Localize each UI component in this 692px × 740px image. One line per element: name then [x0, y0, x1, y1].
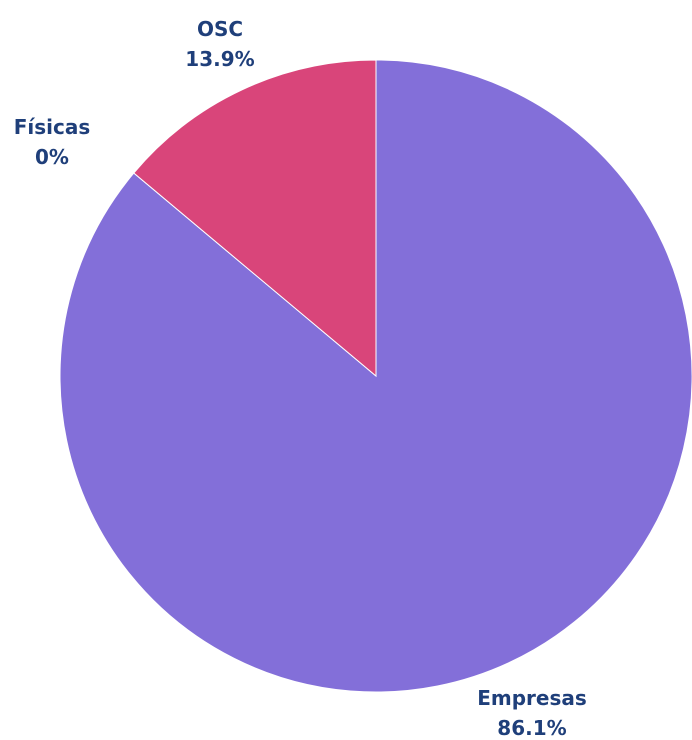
- slice-name-osc: OSC: [197, 17, 243, 41]
- slice-percent-osc: 13.9%: [185, 47, 254, 71]
- slice-percent-empresas: 86.1%: [497, 716, 566, 740]
- pie-slice-osc: [133, 59, 377, 378]
- pie-slice-empresas: [59, 59, 692, 693]
- pie-slices: [59, 59, 692, 693]
- slice-label-empresas: Empresas 86.1%: [477, 686, 587, 740]
- slice-name-f-sicas: Físicas: [14, 115, 91, 139]
- slice-label-f-sicas: Físicas 0%: [14, 115, 91, 169]
- slice-percent-f-sicas: 0%: [35, 145, 69, 169]
- slice-name-empresas: Empresas: [477, 686, 587, 710]
- slice-label-osc: OSC 13.9%: [185, 17, 254, 71]
- pie-labels: Empresas 86.1% Físicas 0% OSC 13.9%: [14, 17, 587, 740]
